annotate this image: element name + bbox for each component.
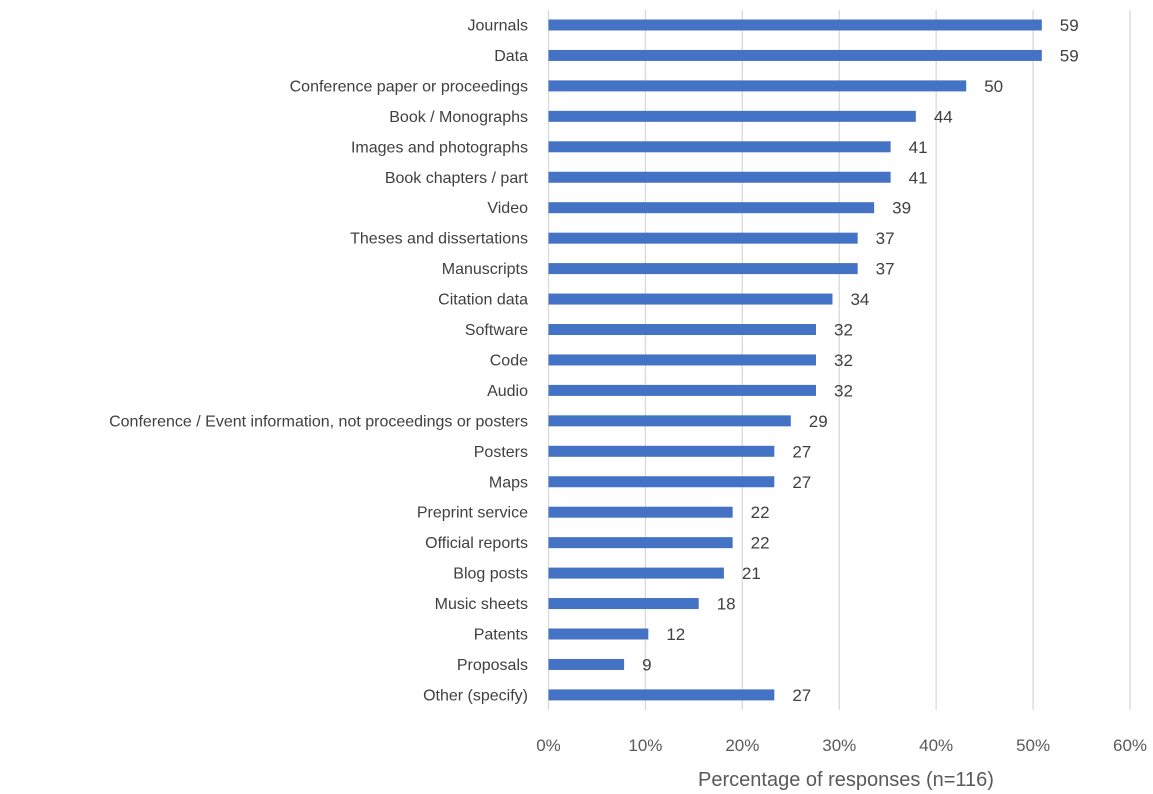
category-label: Video <box>487 200 528 217</box>
category-label: Software <box>465 322 528 339</box>
x-tick-label: 10% <box>628 736 662 755</box>
data-label: 27 <box>792 473 811 492</box>
data-label: 37 <box>876 229 895 248</box>
data-label: 18 <box>717 595 736 614</box>
bar <box>548 658 625 670</box>
data-label: 32 <box>834 381 853 400</box>
category-label: Maps <box>489 474 528 491</box>
category-label: Conference paper or proceedings <box>290 78 528 95</box>
data-label: 50 <box>984 77 1003 96</box>
data-label: 59 <box>1060 46 1079 65</box>
bar <box>548 293 833 305</box>
bar <box>548 689 775 701</box>
category-label: Book chapters / part <box>385 170 529 187</box>
data-label: 22 <box>751 503 770 522</box>
bar <box>548 476 775 488</box>
x-tick-label: 60% <box>1113 736 1147 755</box>
category-label: Journals <box>468 18 528 35</box>
category-labels: Journals Data Conference paper or proceedi… <box>109 18 528 705</box>
category-label: Book / Monographs <box>389 109 528 126</box>
bars <box>548 19 1042 701</box>
category-label: Official reports <box>425 535 528 552</box>
x-tick-label: 20% <box>725 736 759 755</box>
bar <box>548 202 875 214</box>
data-label: 41 <box>909 138 928 157</box>
bar <box>548 567 724 579</box>
bar <box>548 232 858 244</box>
bar <box>548 110 916 122</box>
category-label: Conference / Event information, not proc… <box>109 413 528 430</box>
data-label: 39 <box>892 199 911 218</box>
x-tick-label: 50% <box>1016 736 1050 755</box>
data-label: 27 <box>792 686 811 705</box>
category-label: Posters <box>474 444 528 461</box>
data-label: 32 <box>834 321 853 340</box>
x-tick-label: 30% <box>822 736 856 755</box>
category-label: Theses and dissertations <box>350 231 528 248</box>
bar <box>548 354 816 366</box>
data-label: 9 <box>642 655 651 674</box>
bar <box>548 445 775 457</box>
category-label: Data <box>494 48 528 65</box>
category-label: Preprint service <box>417 505 528 522</box>
data-label: 32 <box>834 351 853 370</box>
data-label: 34 <box>850 290 869 309</box>
data-label: 21 <box>742 564 761 583</box>
category-label: Manuscripts <box>442 261 528 278</box>
category-label: Audio <box>487 383 528 400</box>
data-label: 12 <box>666 625 685 644</box>
x-axis-ticks: 0% 10% 20% 30% 40% 50% 60% <box>536 736 1147 755</box>
category-label: Citation data <box>438 292 528 309</box>
bar <box>548 324 816 335</box>
bar <box>548 598 699 610</box>
bar <box>548 141 891 153</box>
x-axis-title: Percentage of responses (n=116) <box>698 769 994 791</box>
data-label: 59 <box>1060 16 1079 35</box>
data-labels: 59 59 50 44 41 41 39 37 37 34 32 32 32 29 27 27 22 22 21 18… <box>642 16 1079 705</box>
x-tick-label: 40% <box>919 736 953 755</box>
category-label: Blog posts <box>453 566 528 583</box>
category-label: Other (specify) <box>423 687 528 704</box>
data-label: 27 <box>792 442 811 461</box>
data-label: 37 <box>876 260 895 279</box>
bar <box>548 415 791 427</box>
category-label: Proposals <box>457 657 528 674</box>
bar <box>548 506 733 518</box>
category-label: Music sheets <box>435 596 528 613</box>
x-tick-label: 0% <box>536 736 561 755</box>
bar <box>548 80 967 92</box>
bar <box>548 171 891 183</box>
data-label: 44 <box>934 107 953 126</box>
bar <box>548 49 1042 61</box>
bar <box>548 263 858 275</box>
category-label: Patents <box>474 627 528 644</box>
bar <box>548 384 816 396</box>
data-label: 22 <box>751 534 770 553</box>
category-label: Code <box>490 352 528 369</box>
bar <box>548 537 733 549</box>
bar <box>548 628 649 640</box>
data-label: 41 <box>909 168 928 187</box>
bar <box>548 19 1042 31</box>
category-label: Images and photographs <box>351 139 528 156</box>
data-label: 29 <box>809 412 828 431</box>
